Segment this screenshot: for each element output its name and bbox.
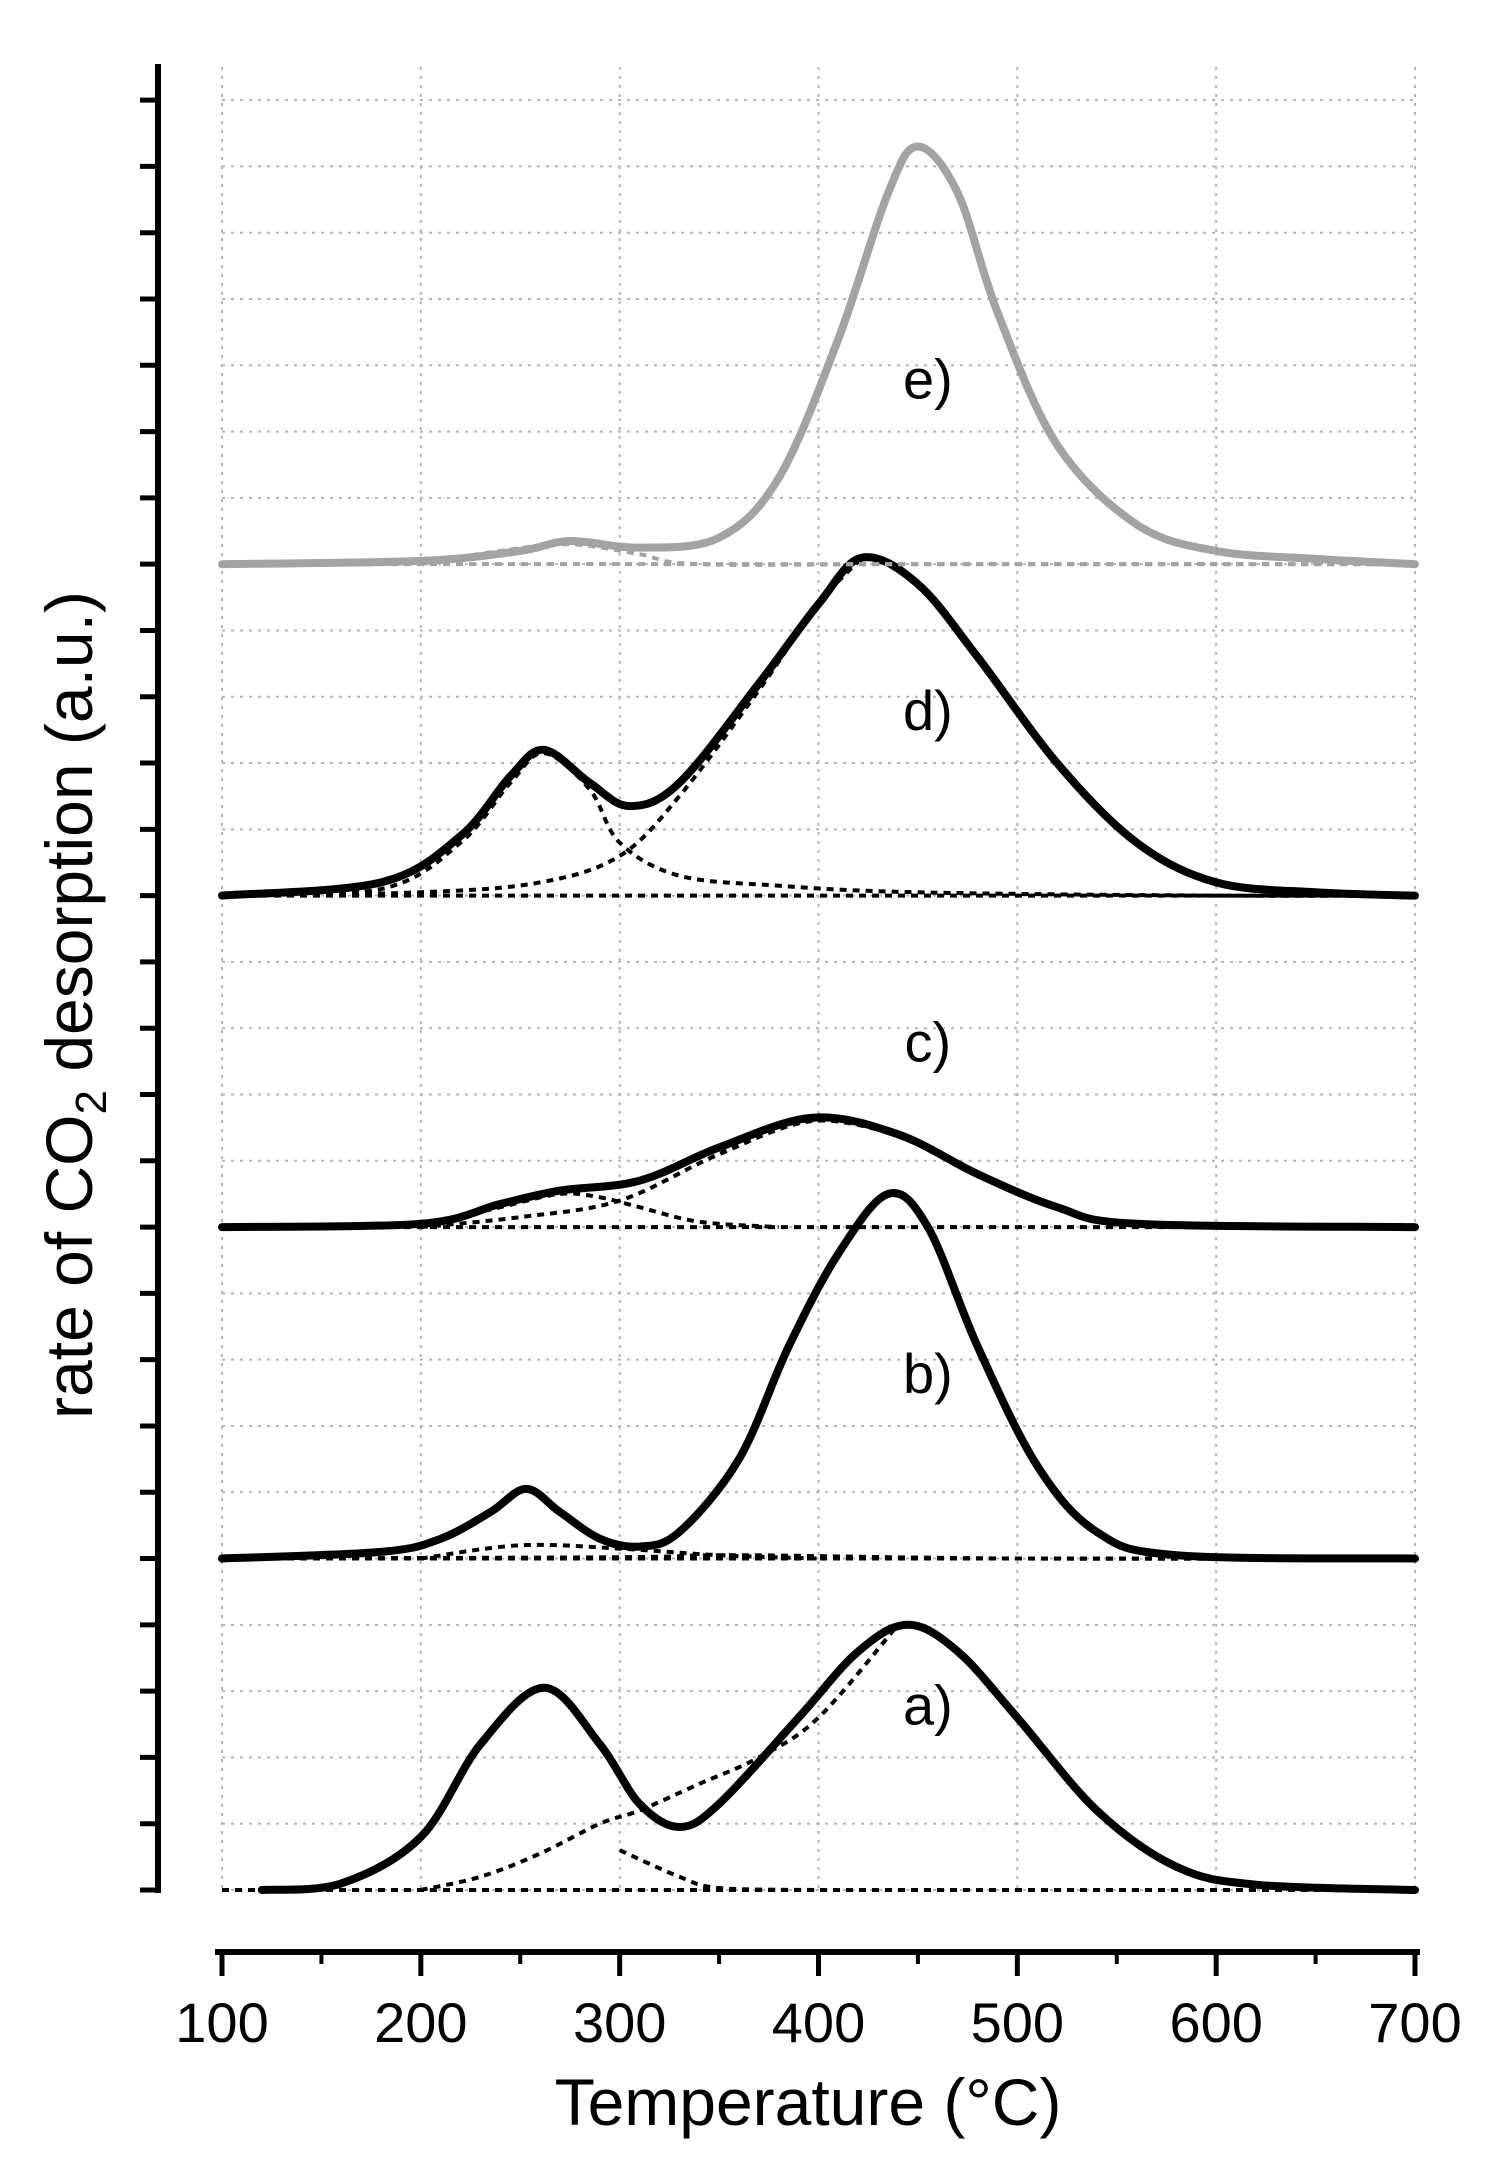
- x-tick-label-600: 600: [1169, 1991, 1262, 2054]
- x-axis-title: Temperature (°C): [555, 2065, 1062, 2139]
- total-curve-c: [218, 1113, 1419, 1232]
- x-tick-label-200: 200: [374, 1991, 467, 2054]
- x-tick-label-100: 100: [175, 1991, 268, 2054]
- y-axis-title-suffix: desorption (a.u.): [32, 591, 106, 1090]
- plot-marks: [218, 142, 1419, 1894]
- y-axis-title-prefix: rate of CO: [32, 1114, 106, 1418]
- component-curve-d-1: [221, 751, 1416, 898]
- component-curve-c-1: [420, 1191, 779, 1230]
- x-tick-label-500: 500: [971, 1991, 1064, 2054]
- total-curve-e: [218, 142, 1419, 569]
- x-tick-label-400: 400: [772, 1991, 865, 2054]
- x-tick-label-300: 300: [573, 1991, 666, 2054]
- component-curve-e-1: [420, 542, 1415, 567]
- curve-label-e: e): [903, 347, 953, 410]
- grid-lines: [221, 67, 1416, 1891]
- curve-labels: a) b) c) d) e): [903, 347, 953, 1736]
- y-axis-title: rate of CO2 desorption (a.u.): [32, 591, 116, 1419]
- curve-label-c: c): [905, 1010, 952, 1073]
- y-axis-title-subscript: 2: [67, 1090, 116, 1114]
- x-tick-label-700: 700: [1368, 1991, 1461, 2054]
- component-curve-a-2: [618, 1848, 819, 1892]
- curve-label-b: b): [903, 1342, 953, 1405]
- total-curve-a: [257, 1620, 1419, 1894]
- axes: 100 200 300 400 500 600 700: [140, 64, 1462, 2054]
- component-curve-d-2: [221, 556, 864, 898]
- curve-label-a: a): [903, 1673, 953, 1736]
- curve-label-d: d): [903, 679, 953, 742]
- total-curve-d: [218, 553, 1419, 900]
- total-curve-b: [218, 1189, 1419, 1563]
- component-curve-c-2: [420, 1118, 899, 1230]
- component-curve-b-2: [221, 1553, 1416, 1561]
